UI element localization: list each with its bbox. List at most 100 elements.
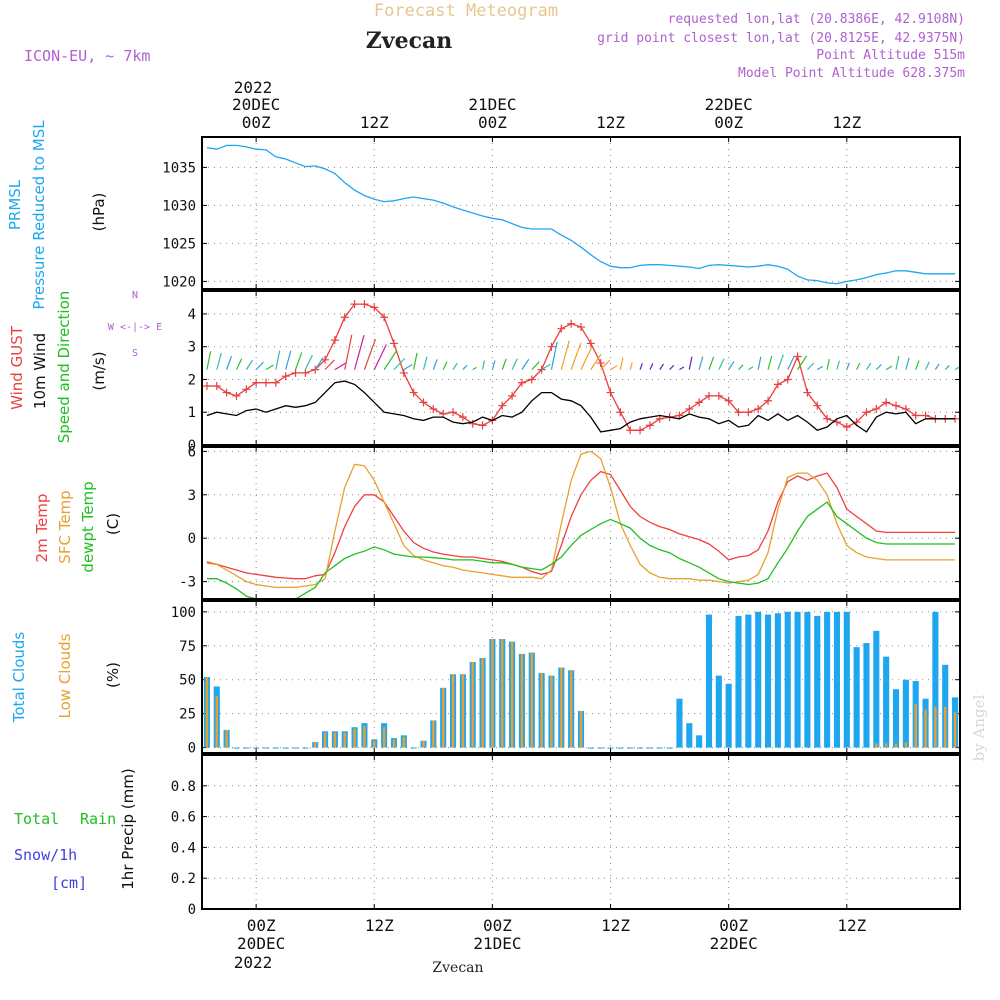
gust-marker	[212, 382, 221, 391]
gust-marker	[862, 408, 871, 417]
gust-marker	[517, 378, 526, 387]
cloud-label-total: Total Clouds	[10, 632, 28, 724]
total-cloud-bar	[725, 683, 732, 748]
compass-west-east: W <-|-> E	[108, 322, 162, 333]
wind-direction-arrow	[610, 365, 618, 371]
wind-direction-arrow	[422, 356, 428, 370]
wind-direction-arrow	[255, 361, 264, 371]
gust-marker	[478, 421, 487, 430]
gust-marker	[892, 401, 901, 410]
gust-marker	[606, 388, 615, 397]
total-cloud-bar	[282, 747, 289, 749]
y-tick-label: 0.8	[171, 779, 196, 795]
wind-direction-arrow	[629, 362, 633, 370]
bottom-time-tick-label: 12Z	[365, 916, 394, 935]
gust-marker	[498, 401, 507, 410]
gust-marker	[419, 398, 428, 407]
wind-direction-arrow	[649, 363, 654, 370]
total-cloud-bar	[764, 614, 772, 748]
wind-direction-arrow	[806, 362, 815, 371]
low-cloud-bar	[373, 740, 376, 748]
total-cloud-bar	[814, 615, 821, 748]
wind-direction-arrow	[472, 366, 477, 371]
gust-marker	[222, 388, 231, 397]
gust-marker	[596, 359, 605, 368]
gust-marker	[577, 323, 585, 332]
wind-direction-arrow	[314, 357, 324, 370]
total-cloud-bar	[745, 614, 752, 748]
wind-direction-arrow	[344, 334, 353, 370]
cloud-unit: (%)	[104, 662, 122, 688]
wind-direction-arrow	[442, 361, 448, 370]
series-line-2m-temp	[206, 470, 956, 580]
wind-direction-arrow	[905, 357, 910, 370]
series-line-dewpt-temp	[206, 501, 956, 601]
gust-marker	[911, 411, 920, 420]
temp-unit: (C)	[104, 513, 122, 535]
wind-direction-arrow	[915, 360, 920, 370]
top-year-label: 2022	[234, 78, 273, 97]
wind-direction-arrow	[275, 350, 281, 370]
wind-direction-arrow	[787, 355, 795, 370]
gust-marker	[291, 368, 300, 377]
wind-direction-arrow	[393, 357, 406, 371]
y-tick-label: 25	[179, 707, 196, 723]
low-cloud-bar	[313, 742, 317, 748]
wind-direction-arrow	[580, 347, 593, 370]
wind-direction-arrow	[285, 350, 292, 370]
total-cloud-bar	[243, 747, 250, 749]
wind-direction-arrow	[698, 356, 704, 370]
model-altitude: Model Point Altitude 628.375m	[738, 66, 965, 81]
total-cloud-bar	[646, 747, 653, 749]
wind-panel-labels: Wind GUST 10m Wind Speed and Direction (…	[8, 290, 162, 443]
total-cloud-bar	[804, 611, 811, 748]
gust-marker	[261, 378, 270, 387]
low-cloud-bar	[914, 704, 917, 748]
gust-marker	[783, 375, 792, 384]
total-cloud-bar	[705, 614, 713, 748]
pressure-unit: (hPa)	[90, 193, 108, 232]
wind-direction-arrow	[944, 365, 950, 371]
low-cloud-bar	[323, 732, 327, 748]
wind-direction-arrow	[767, 355, 773, 370]
top-time-tick-label: 12Z	[596, 113, 625, 132]
wind-direction-arrow	[836, 360, 840, 370]
requested-point: requested lon,lat (20.8386E, 42.9108N)	[668, 12, 965, 27]
wind-direction-arrow	[865, 362, 872, 370]
y-tick-label: 0	[188, 531, 196, 547]
gust-marker	[626, 426, 635, 435]
temp-frame	[201, 446, 961, 600]
grid-point: grid point closest lon,lat (20.8125E, 42…	[597, 31, 965, 46]
top-time-tick-label: 00Z	[714, 113, 743, 132]
gust-marker	[301, 368, 310, 377]
gust-marker	[567, 319, 576, 328]
total-cloud-bar	[774, 613, 781, 748]
low-cloud-bar	[481, 658, 484, 748]
wind-label-gust: Wind GUST	[8, 325, 26, 410]
y-tick-label: 0.2	[171, 871, 196, 887]
total-cloud-bar	[272, 747, 279, 749]
top-date-label: 22DEC	[705, 95, 753, 114]
gust-marker	[616, 408, 625, 417]
gust-marker	[547, 342, 556, 351]
series-line-10m-wind	[206, 380, 956, 433]
gust-marker	[823, 414, 832, 423]
total-cloud-bar	[597, 747, 604, 749]
total-cloud-bar	[735, 615, 742, 748]
wind-direction-arrow	[324, 359, 335, 371]
gust-marker	[842, 422, 851, 431]
temp-label-2m: 2m Temp	[33, 494, 51, 563]
wind-label-10m: 10m Wind	[31, 333, 49, 409]
low-cloud-bar	[333, 732, 337, 748]
series-line-sfc-temp	[206, 450, 956, 589]
temp-label-dewpt: dewpt Temp	[79, 481, 97, 572]
gust-marker	[449, 408, 458, 417]
gust-marker	[370, 303, 379, 312]
wind-direction-arrow	[797, 355, 808, 370]
low-cloud-bar	[894, 743, 898, 748]
low-cloud-bar	[471, 662, 474, 748]
gust-marker	[458, 413, 467, 422]
bottom-date-label: 20DEC	[237, 934, 285, 953]
low-cloud-bar	[363, 725, 366, 748]
